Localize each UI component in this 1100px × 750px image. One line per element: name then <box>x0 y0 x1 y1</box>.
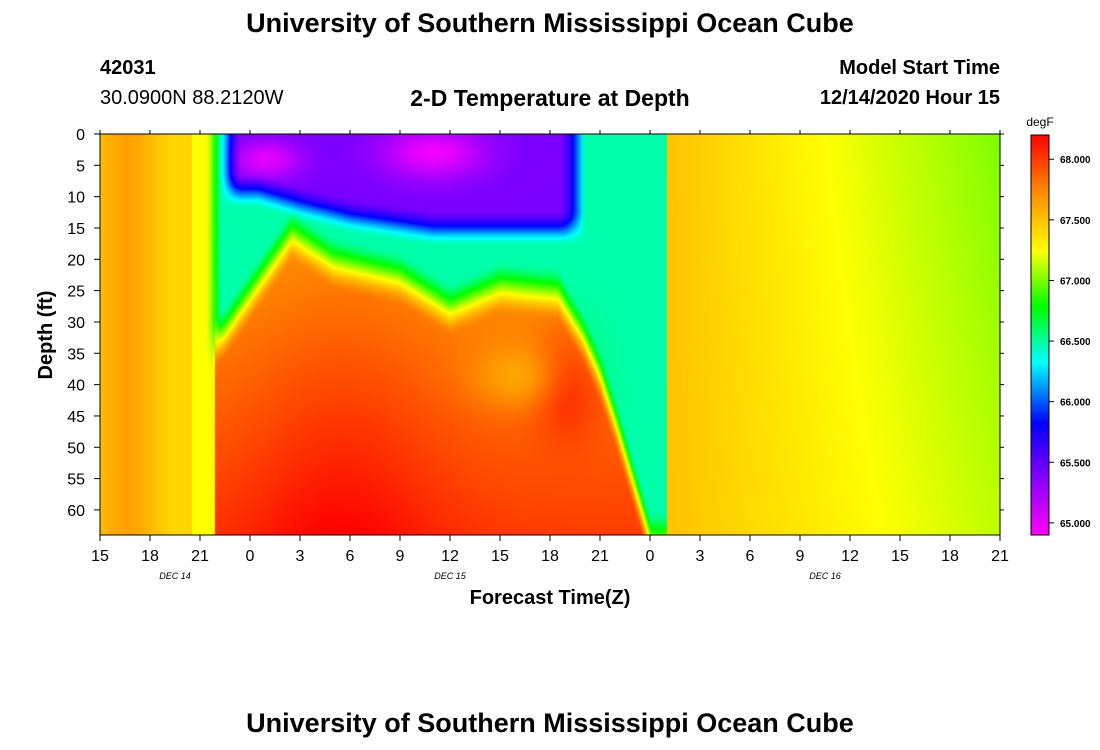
y-axis: 0 5 10 15 20 25 30 35 40 45 50 55 60 <box>67 127 1004 520</box>
x-tick-label: 21 <box>591 548 609 565</box>
x-tick-label: 12 <box>441 548 459 565</box>
y-tick-label: 60 <box>67 503 85 520</box>
y-tick-label: 30 <box>67 315 85 332</box>
station-location: 30.0900N 88.2120W <box>100 87 284 109</box>
date-label: DEC 16 <box>809 571 841 581</box>
y-tick-label: 25 <box>67 284 85 301</box>
x-tick-label: 18 <box>141 548 159 565</box>
colorbar-tick-label: 66.500 <box>1060 337 1091 348</box>
x-tick-label: 0 <box>246 548 255 565</box>
x-tick-label: 15 <box>91 548 109 565</box>
x-tick-label: 0 <box>646 548 655 565</box>
colorbar-tick-label: 67.000 <box>1060 276 1091 287</box>
x-tick-label: 21 <box>191 548 209 565</box>
model-start-label: Model Start Time <box>839 57 1000 79</box>
y-tick-label: 20 <box>67 252 85 269</box>
page-title: University of Southern Mississippi Ocean… <box>246 8 854 38</box>
x-tick-label: 6 <box>746 548 755 565</box>
y-tick-label: 40 <box>67 378 85 395</box>
y-tick-label: 45 <box>67 409 85 426</box>
colorbar-tick-label: 67.500 <box>1060 216 1091 227</box>
x-axis: 15 18 21 0 3 6 9 12 15 18 21 0 3 6 9 12 15 18 21 <box>91 130 1009 565</box>
y-tick-label: 10 <box>67 190 85 207</box>
chart-subtitle: 2-D Temperature at Depth <box>410 85 690 111</box>
x-tick-label: 6 <box>346 548 355 565</box>
x-tick-label: 15 <box>891 548 909 565</box>
x-axis-title: Forecast Time(Z) <box>470 587 631 609</box>
x-tick-label: 12 <box>841 548 859 565</box>
x-tick-label: 9 <box>796 548 805 565</box>
colorbar-ticks: 68.000 67.500 67.000 66.500 66.000 65.500 65.0… <box>1049 155 1091 530</box>
x-tick-label: 21 <box>991 548 1009 565</box>
x-tick-label: 9 <box>396 548 405 565</box>
date-labels: DEC 14 DEC 15 DEC 16 <box>159 571 841 581</box>
colorbar-tick-label: 65.000 <box>1060 519 1091 530</box>
y-tick-label: 5 <box>76 158 85 175</box>
x-tick-label: 15 <box>491 548 509 565</box>
colorbar-unit: degF <box>1026 115 1053 129</box>
x-tick-label: 18 <box>541 548 559 565</box>
station-id: 42031 <box>100 57 156 79</box>
y-tick-label: 15 <box>67 221 85 238</box>
y-tick-label: 0 <box>76 127 85 144</box>
y-tick-label: 35 <box>67 346 85 363</box>
y-tick-label: 50 <box>67 440 85 457</box>
x-tick-label: 3 <box>696 548 705 565</box>
x-tick-label: 18 <box>941 548 959 565</box>
x-tick-label: 3 <box>296 548 305 565</box>
temperature-heatmap <box>100 134 1000 535</box>
colorbar-tick-label: 66.000 <box>1060 398 1091 409</box>
colorbar-tick-label: 68.000 <box>1060 155 1091 166</box>
date-label: DEC 14 <box>159 571 191 581</box>
colorbar <box>1030 134 1050 536</box>
y-axis-title: Depth (ft) <box>35 291 57 380</box>
y-tick-label: 55 <box>67 472 85 489</box>
model-start-value: 12/14/2020 Hour 15 <box>819 87 1000 109</box>
date-label: DEC 15 <box>434 571 467 581</box>
colorbar-tick-label: 65.500 <box>1060 458 1091 469</box>
footer-title: University of Southern Mississippi Ocean… <box>246 708 854 738</box>
